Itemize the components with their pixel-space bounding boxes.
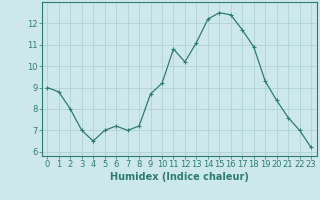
X-axis label: Humidex (Indice chaleur): Humidex (Indice chaleur) bbox=[110, 172, 249, 182]
